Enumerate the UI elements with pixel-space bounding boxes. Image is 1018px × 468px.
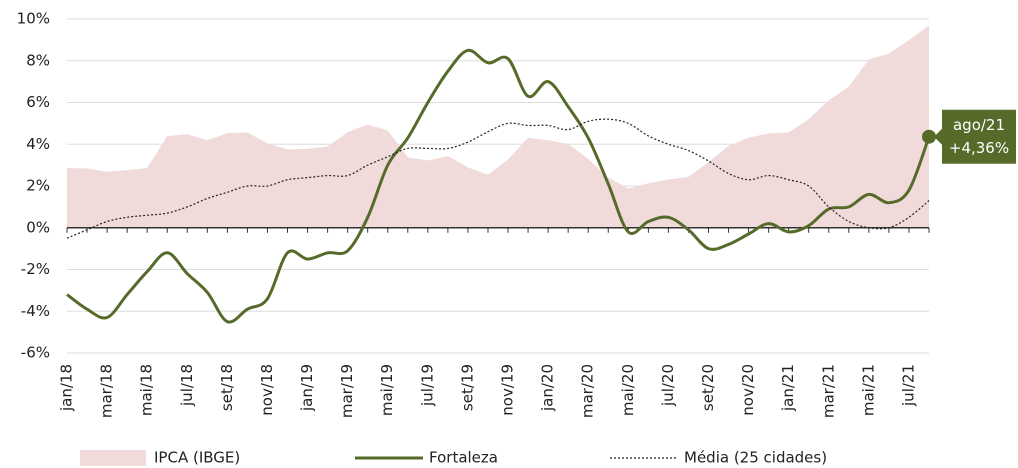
legend-swatch <box>80 450 146 466</box>
callout-label: ago/21 <box>953 116 1005 134</box>
x-tick-label: set/20 <box>699 364 717 411</box>
x-tick-label: nov/18 <box>258 364 276 416</box>
x-tick-label: jul/20 <box>659 364 677 407</box>
x-tick-label: mai/21 <box>859 364 877 416</box>
legend-label: Média (25 cidades) <box>684 449 827 467</box>
area <box>67 25 929 228</box>
callout-box <box>934 109 1016 164</box>
x-tick-label: mai/20 <box>619 364 637 416</box>
callout-value: +4,36% <box>949 139 1009 157</box>
y-tick-label: 0% <box>26 218 50 236</box>
y-tick-label: 4% <box>26 135 50 153</box>
legend-label: Fortaleza <box>429 449 498 467</box>
x-tick-label: jul/19 <box>418 364 436 407</box>
x-tick-label: jan/20 <box>539 364 557 412</box>
x-tick-label: jul/21 <box>899 364 917 407</box>
y-tick-label: -6% <box>21 344 50 362</box>
x-tick-label: jul/18 <box>178 364 196 407</box>
x-tick-label: jan/18 <box>58 364 76 412</box>
x-tick-label: set/19 <box>458 364 476 411</box>
x-tick-label: jan/19 <box>298 364 316 412</box>
y-tick-label: 8% <box>26 51 50 69</box>
line <box>66 118 930 239</box>
y-tick-label: -2% <box>21 260 50 278</box>
y-tick-label: 10% <box>17 10 50 28</box>
x-tick-label: mar/20 <box>579 364 597 418</box>
x-tick-label: set/18 <box>218 364 236 411</box>
x-tick-label: mar/18 <box>98 364 116 418</box>
y-tick-label: -4% <box>21 302 50 320</box>
line <box>66 48 931 324</box>
y-tick-label: 6% <box>26 93 50 111</box>
x-tick-label: mar/21 <box>819 364 837 418</box>
x-tick-label: nov/19 <box>499 364 517 416</box>
x-tick-label: mar/19 <box>338 364 356 418</box>
x-tick-label: jan/21 <box>779 364 797 412</box>
legend-label: IPCA (IBGE) <box>154 449 240 467</box>
end-point <box>922 129 936 144</box>
x-tick-label: mai/19 <box>378 364 396 416</box>
x-tick-label: mai/18 <box>138 364 156 416</box>
y-tick-label: 2% <box>26 177 50 195</box>
x-tick-label: nov/20 <box>739 364 757 416</box>
